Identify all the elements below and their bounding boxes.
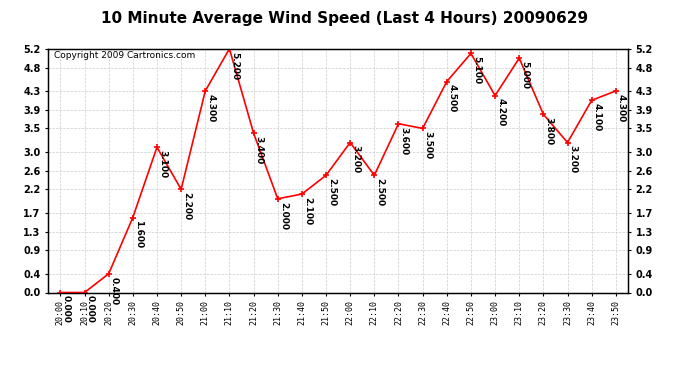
- Text: 1.600: 1.600: [134, 220, 143, 248]
- Text: 2.500: 2.500: [375, 178, 384, 206]
- Text: 2.100: 2.100: [303, 197, 312, 225]
- Text: Copyright 2009 Cartronics.com: Copyright 2009 Cartronics.com: [54, 51, 195, 60]
- Text: 3.200: 3.200: [569, 145, 578, 173]
- Text: 5.000: 5.000: [520, 61, 529, 89]
- Text: 2.000: 2.000: [279, 201, 288, 229]
- Text: 3.800: 3.800: [544, 117, 553, 145]
- Text: 3.500: 3.500: [424, 131, 433, 159]
- Text: 4.300: 4.300: [206, 94, 215, 122]
- Text: 2.500: 2.500: [327, 178, 336, 206]
- Text: 2.200: 2.200: [182, 192, 191, 220]
- Text: 4.200: 4.200: [496, 98, 505, 127]
- Text: 3.100: 3.100: [158, 150, 167, 178]
- Text: 3.600: 3.600: [400, 126, 408, 154]
- Text: 5.100: 5.100: [472, 56, 481, 84]
- Text: 0.400: 0.400: [110, 276, 119, 304]
- Text: 10 Minute Average Wind Speed (Last 4 Hours) 20090629: 10 Minute Average Wind Speed (Last 4 Hou…: [101, 11, 589, 26]
- Text: 5.200: 5.200: [230, 51, 239, 80]
- Text: 0.000: 0.000: [86, 295, 95, 323]
- Text: 3.400: 3.400: [255, 136, 264, 164]
- Text: 0.000: 0.000: [61, 295, 70, 323]
- Text: 4.500: 4.500: [448, 84, 457, 112]
- Text: 3.200: 3.200: [351, 145, 360, 173]
- Text: 4.100: 4.100: [593, 103, 602, 131]
- Text: 4.300: 4.300: [617, 94, 626, 122]
